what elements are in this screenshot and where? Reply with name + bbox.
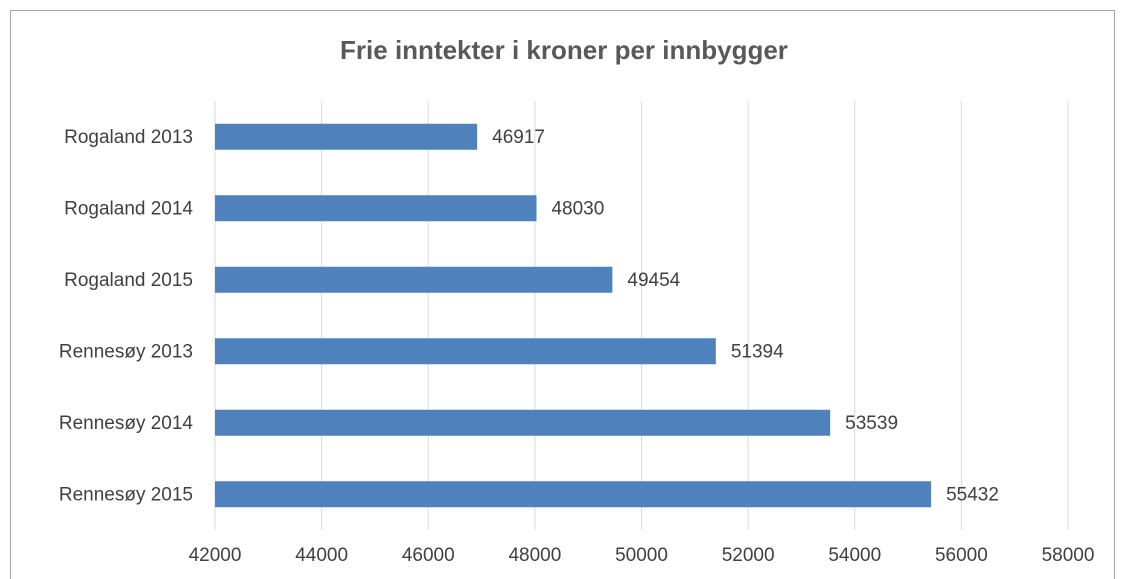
x-tick-label: 56000 — [935, 545, 988, 566]
x-tick-label: 46000 — [402, 545, 455, 566]
bar — [215, 266, 613, 293]
y-tick-label: Rennesøy 2013 — [59, 341, 193, 362]
bar — [215, 123, 478, 150]
x-tick-label: 50000 — [615, 545, 668, 566]
y-tick-label: Rennesøy 2014 — [59, 413, 194, 434]
chart-title: Frie inntekter i kroner per innbygger — [340, 35, 788, 65]
data-label: 48030 — [551, 198, 604, 219]
bar — [215, 338, 716, 365]
x-tick-label: 52000 — [722, 545, 775, 566]
data-label: 55432 — [946, 484, 999, 505]
bar — [215, 481, 932, 508]
chart-border — [10, 10, 1115, 579]
x-tick-label: 48000 — [508, 545, 561, 566]
y-tick-label: Rogaland 2015 — [64, 270, 193, 291]
x-tick-label: 42000 — [189, 545, 242, 566]
y-tick-label: Rogaland 2013 — [64, 127, 193, 148]
data-label: 53539 — [845, 413, 898, 434]
x-tick-label: 58000 — [1042, 545, 1095, 566]
bar — [215, 195, 537, 222]
y-tick-label: Rogaland 2014 — [64, 198, 193, 219]
y-tick-label: Rennesøy 2015 — [59, 484, 193, 505]
x-tick-label: 44000 — [295, 545, 348, 566]
bar — [215, 409, 831, 436]
data-label: 46917 — [492, 127, 545, 148]
data-label: 51394 — [731, 341, 784, 362]
x-tick-label: 54000 — [828, 545, 881, 566]
data-label: 49454 — [627, 270, 680, 291]
